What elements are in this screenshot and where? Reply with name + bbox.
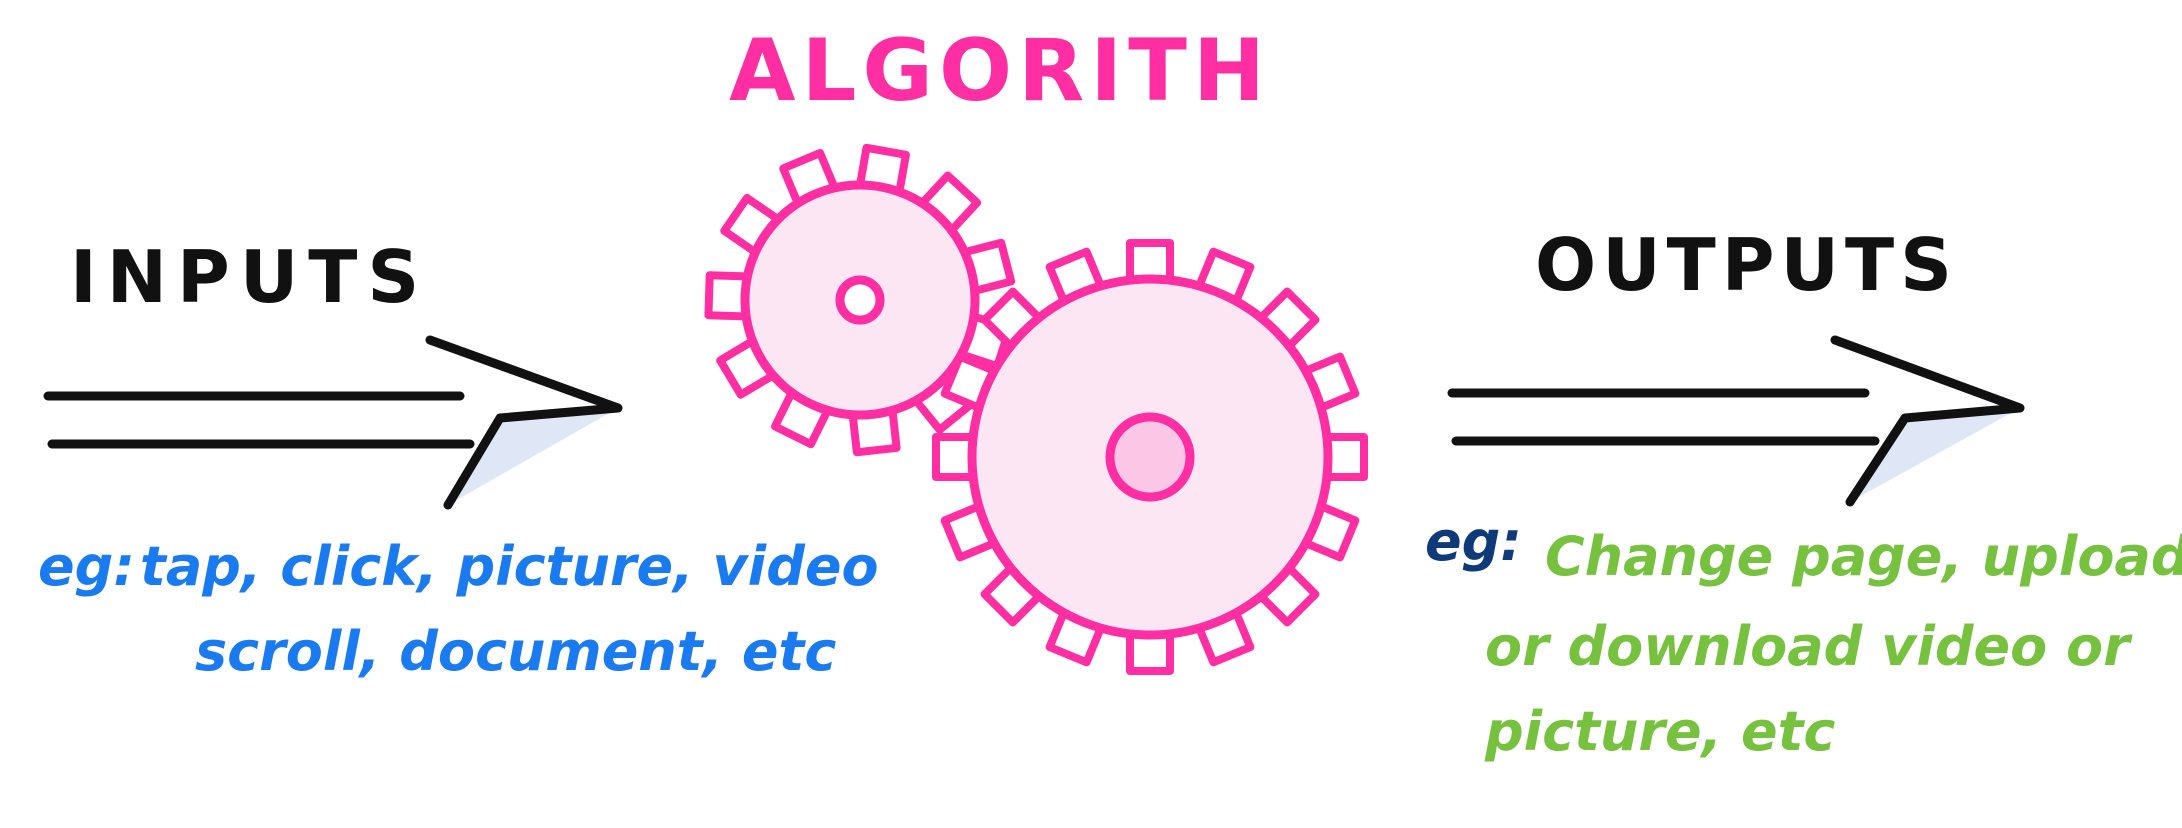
input-arrow-icon [43, 335, 623, 510]
outputs-example-line1: Change page, upload [1545, 525, 2182, 588]
outputs-example-line3: picture, etc [1484, 700, 1835, 763]
outputs-example-line2: or download video or [1485, 615, 2133, 678]
outputs-label: OUTPUTS [1535, 223, 1958, 307]
outputs-example-prefix: eg: [1425, 510, 1522, 573]
inputs-example-line2: scroll, document, etc [195, 620, 836, 683]
svg-text:eg: tap, click, picture, v: eg: tap, click, picture, video scroll, d… [38, 535, 897, 683]
output-arrow-icon [1447, 335, 2025, 507]
inputs-label: INPUTS [70, 235, 429, 319]
gears-icon [704, 143, 1368, 675]
svg-text:eg: Change page, upload: eg: Change page, upload or download vide… [1425, 510, 2182, 763]
large-gear-icon [932, 239, 1368, 675]
diagram-title: ALGORITH [729, 21, 1271, 121]
inputs-example-prefix: eg: [38, 535, 135, 598]
inputs-example-line1: tap, click, picture, video [140, 535, 879, 598]
